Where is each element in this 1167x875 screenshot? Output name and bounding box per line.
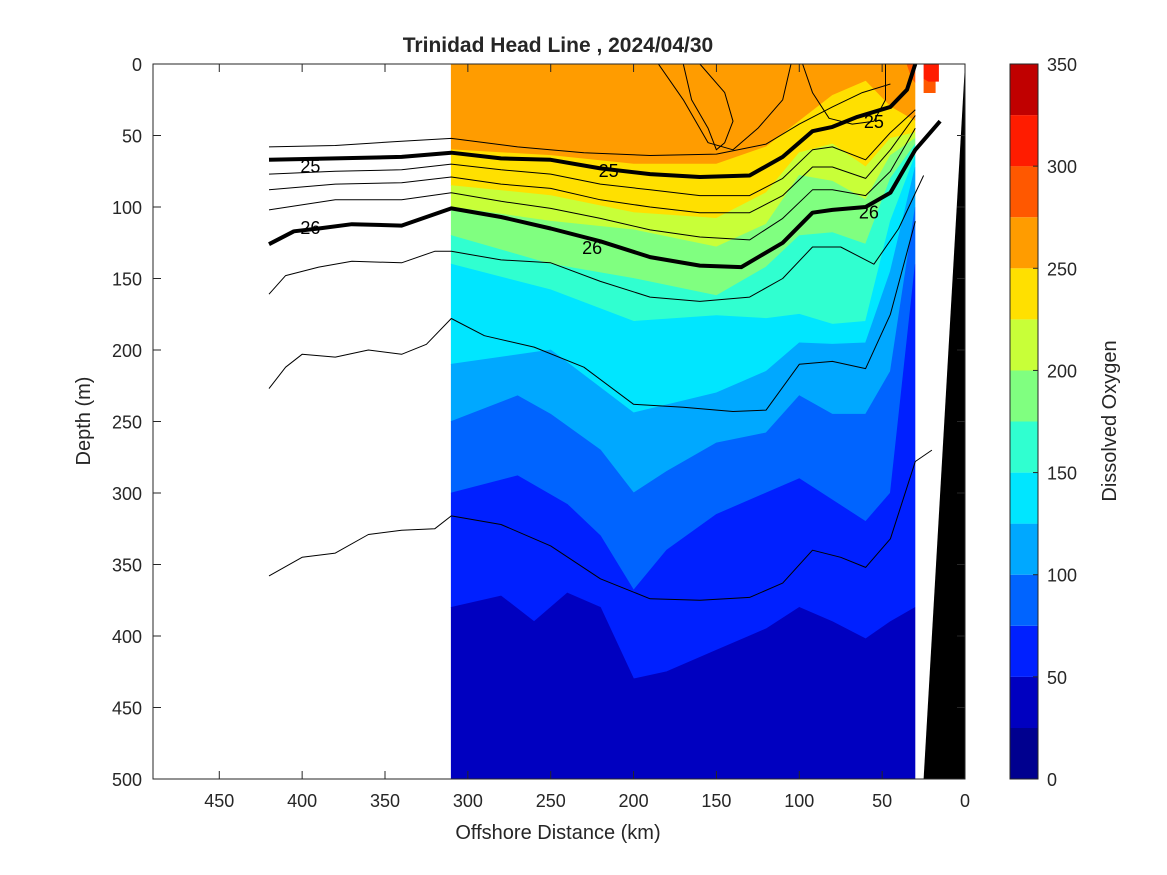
density-contour-25-0 [268, 64, 918, 179]
colorbar-frame [1009, 63, 1039, 780]
chart-title: Trinidad Head Line , 2024/04/30 [403, 34, 713, 57]
colorbar-segment-6 [1010, 421, 1038, 473]
x-tick-label: 400 [287, 791, 317, 811]
y-tick-label: 250 [112, 413, 142, 433]
x-tick-label: 300 [453, 791, 483, 811]
density-contour-25.6-4 [268, 115, 916, 214]
density-contour-labels: 25 25 25 26 26 26 [300, 112, 884, 258]
y-axis: 0 50 100 150 200 250 300 350 400 450 500 [112, 55, 965, 790]
y-tick-label: 0 [132, 55, 142, 75]
density-contour-25.8-5 [268, 128, 916, 241]
colorbar-segment-9 [1010, 268, 1038, 320]
density-contour-26-1 [268, 119, 942, 270]
density-contour-25.4-3 [268, 109, 916, 197]
contour-label-25-2: 25 [864, 112, 884, 132]
x-tick-label: 200 [619, 791, 649, 811]
density-contour-lines [268, 64, 942, 601]
y-tick-label: 350 [112, 556, 142, 576]
oxygen-filled-contours [450, 64, 939, 779]
density-contour-24.8-10 [657, 64, 792, 151]
colorbar-segment-10 [1010, 217, 1038, 269]
contour-label-25-1: 25 [599, 161, 619, 181]
colorbar-tick-label: 100 [1047, 566, 1077, 586]
colorbar-segment-2 [1010, 625, 1038, 677]
colorbar-segment-13 [1010, 64, 1038, 116]
colorbar-segment-12 [1010, 115, 1038, 167]
y-axis-label: Depth (m) [73, 377, 95, 466]
colorbar-segment-1 [1010, 676, 1038, 728]
colorbar-tick-label: 150 [1047, 464, 1077, 484]
colorbar: 0 50 100 150 200 250 300 350 [1009, 55, 1077, 790]
density-contour-26.2-6 [268, 175, 925, 302]
colorbar-segment-8 [1010, 319, 1038, 371]
x-tick-label: 250 [536, 791, 566, 811]
colorbar-tick-label: 300 [1047, 157, 1077, 177]
y-tick-label: 400 [112, 627, 142, 647]
colorbar-segment-7 [1010, 370, 1038, 422]
colorbar-segment-5 [1010, 472, 1038, 524]
colorbar-label: Dissolved Oxygen [1099, 340, 1121, 501]
y-tick-label: 100 [112, 198, 142, 218]
x-axis: 450 400 350 300 250 200 150 100 50 0 [204, 64, 970, 811]
contour-label-26-2: 26 [859, 202, 879, 222]
colorbar-tick-label: 200 [1047, 361, 1077, 381]
contour-label-25-0: 25 [300, 157, 320, 177]
contour-label-26-0: 26 [300, 218, 320, 238]
colorbar-tick-label: 0 [1047, 770, 1057, 790]
y-tick-label: 150 [112, 270, 142, 290]
colorbar-segment-3 [1010, 574, 1038, 626]
colorbar-segment-0 [1010, 727, 1038, 779]
y-tick-label: 50 [122, 127, 142, 147]
plot-area: 25 25 25 26 26 26 [153, 64, 965, 779]
y-tick-label: 300 [112, 484, 142, 504]
colorbar-segment-11 [1010, 166, 1038, 218]
missing-data-gap [915, 64, 924, 779]
x-axis-label: Offshore Distance (km) [455, 822, 660, 844]
x-tick-label: 0 [960, 791, 970, 811]
density-contour-24.9-11 [802, 64, 886, 125]
x-tick-label: 50 [872, 791, 892, 811]
y-tick-label: 200 [112, 341, 142, 361]
colorbar-segment-4 [1010, 523, 1038, 575]
bathymetry-seafloor [923, 64, 965, 779]
y-tick-label: 500 [112, 770, 142, 790]
x-tick-label: 100 [784, 791, 814, 811]
y-tick-label: 450 [112, 699, 142, 719]
density-contour-26.4-7 [268, 221, 916, 412]
colorbar-tick-label: 250 [1047, 259, 1077, 279]
x-tick-label: 350 [370, 791, 400, 811]
colorbar-tick-label: 50 [1047, 668, 1067, 688]
contour-label-26-1: 26 [582, 238, 602, 258]
x-tick-label: 150 [701, 791, 731, 811]
density-contour-26.6-8 [268, 449, 933, 601]
density-contour-25.2-2 [268, 83, 891, 156]
x-tick-label: 450 [204, 791, 234, 811]
colorbar-tick-label: 350 [1047, 55, 1077, 75]
